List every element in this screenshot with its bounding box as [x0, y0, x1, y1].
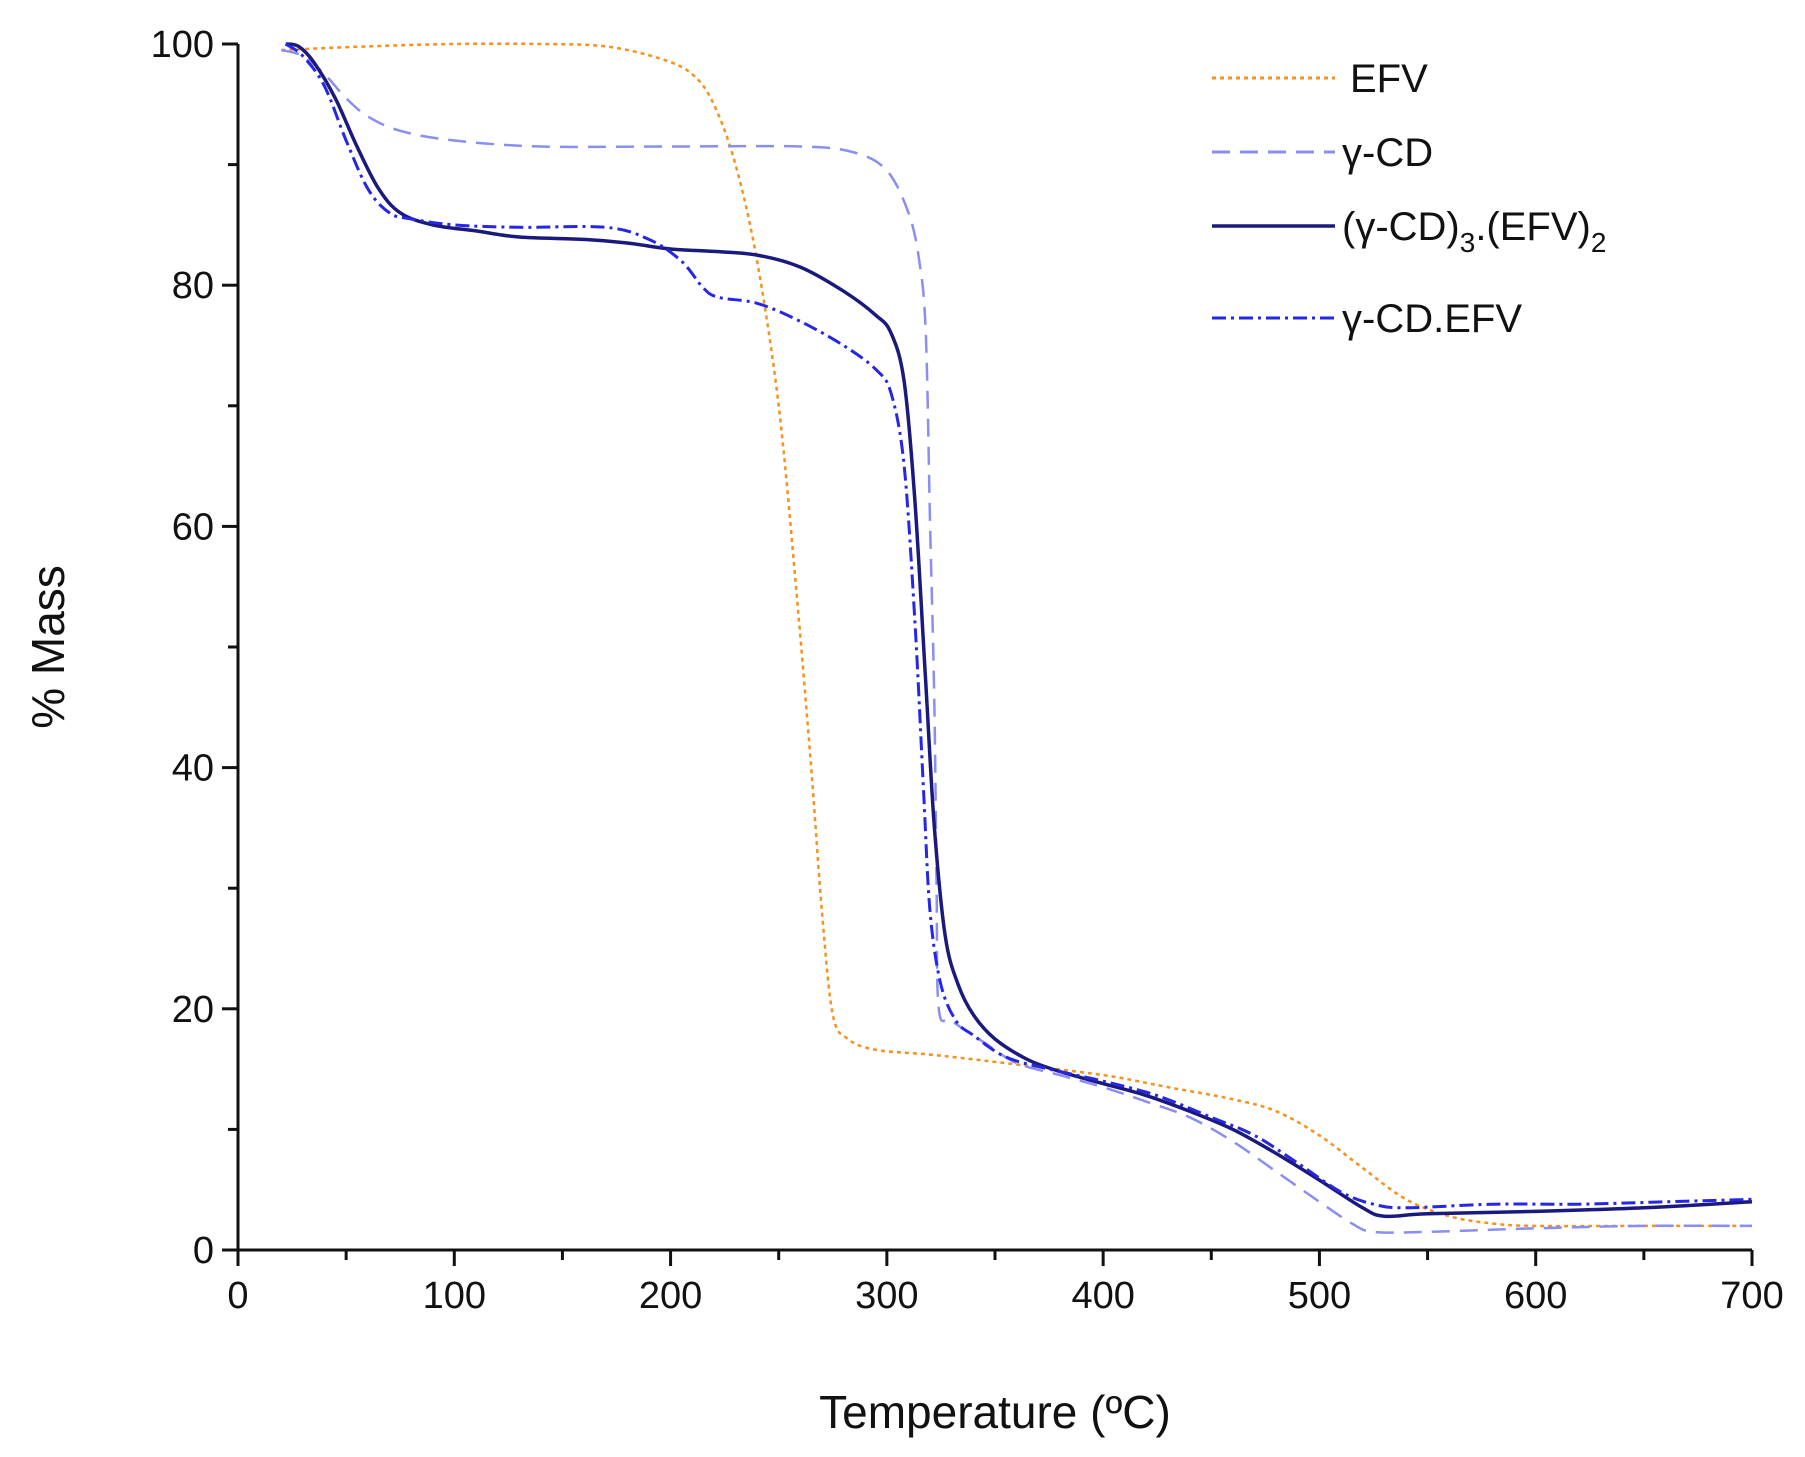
legend-label-complex-part2: .(EFV): [1475, 205, 1591, 249]
series-line-4-cd-efv: [284, 42, 1753, 1210]
legend-item-gamma-cd: γ-CD: [1212, 131, 1433, 175]
x-axis-title: Temperature (ºC): [819, 1386, 1171, 1438]
legend: EFV γ-CD (γ-CD)3.(EFV)2 γ-CD.EFV: [1212, 57, 1606, 341]
series-line-2-cd: [280, 48, 1753, 1234]
legend-item-complex-3-2: (γ-CD)3.(EFV)2: [1212, 205, 1606, 258]
y-tick-label: 80: [172, 265, 214, 307]
ticks: 0 100 200 300 400 500 600 700 0 20 40 60 80 100: [151, 24, 1784, 1317]
y-tick-label: 40: [172, 748, 214, 790]
x-tick-label: 600: [1504, 1275, 1567, 1317]
x-tick-label: 300: [855, 1275, 918, 1317]
plot-area: [280, 42, 1753, 1234]
legend-label-complex-sub1: 3: [1460, 227, 1476, 258]
x-tick-label: 500: [1288, 1275, 1351, 1317]
legend-label-efv: EFV: [1350, 57, 1428, 101]
y-axis-title: % Mass: [22, 565, 74, 729]
legend-label-gamma-cd: γ-CD: [1342, 131, 1433, 175]
legend-item-gamma-cd-efv: γ-CD.EFV: [1212, 297, 1522, 341]
legend-label-complex-sub2: 2: [1591, 227, 1607, 258]
y-tick-label: 0: [193, 1230, 214, 1272]
y-tick-label: 20: [172, 989, 214, 1031]
y-tick-label: 100: [151, 24, 214, 66]
x-tick-label: 700: [1720, 1275, 1783, 1317]
legend-label-gamma-cd-efv: γ-CD.EFV: [1342, 297, 1522, 341]
x-tick-label: 100: [423, 1275, 486, 1317]
legend-item-efv: EFV: [1212, 57, 1428, 101]
x-tick-label: 0: [227, 1275, 248, 1317]
series-line-1-efv: [281, 42, 1752, 1228]
x-tick-label: 400: [1071, 1275, 1134, 1317]
series-line-3-cd-3-efv-2: [285, 42, 1753, 1219]
x-tick-label: 200: [639, 1275, 702, 1317]
legend-label-complex-3-2: (γ-CD)3.(EFV)2: [1342, 205, 1606, 258]
y-tick-label: 60: [172, 506, 214, 548]
legend-label-complex-part1: (γ-CD): [1342, 205, 1460, 249]
